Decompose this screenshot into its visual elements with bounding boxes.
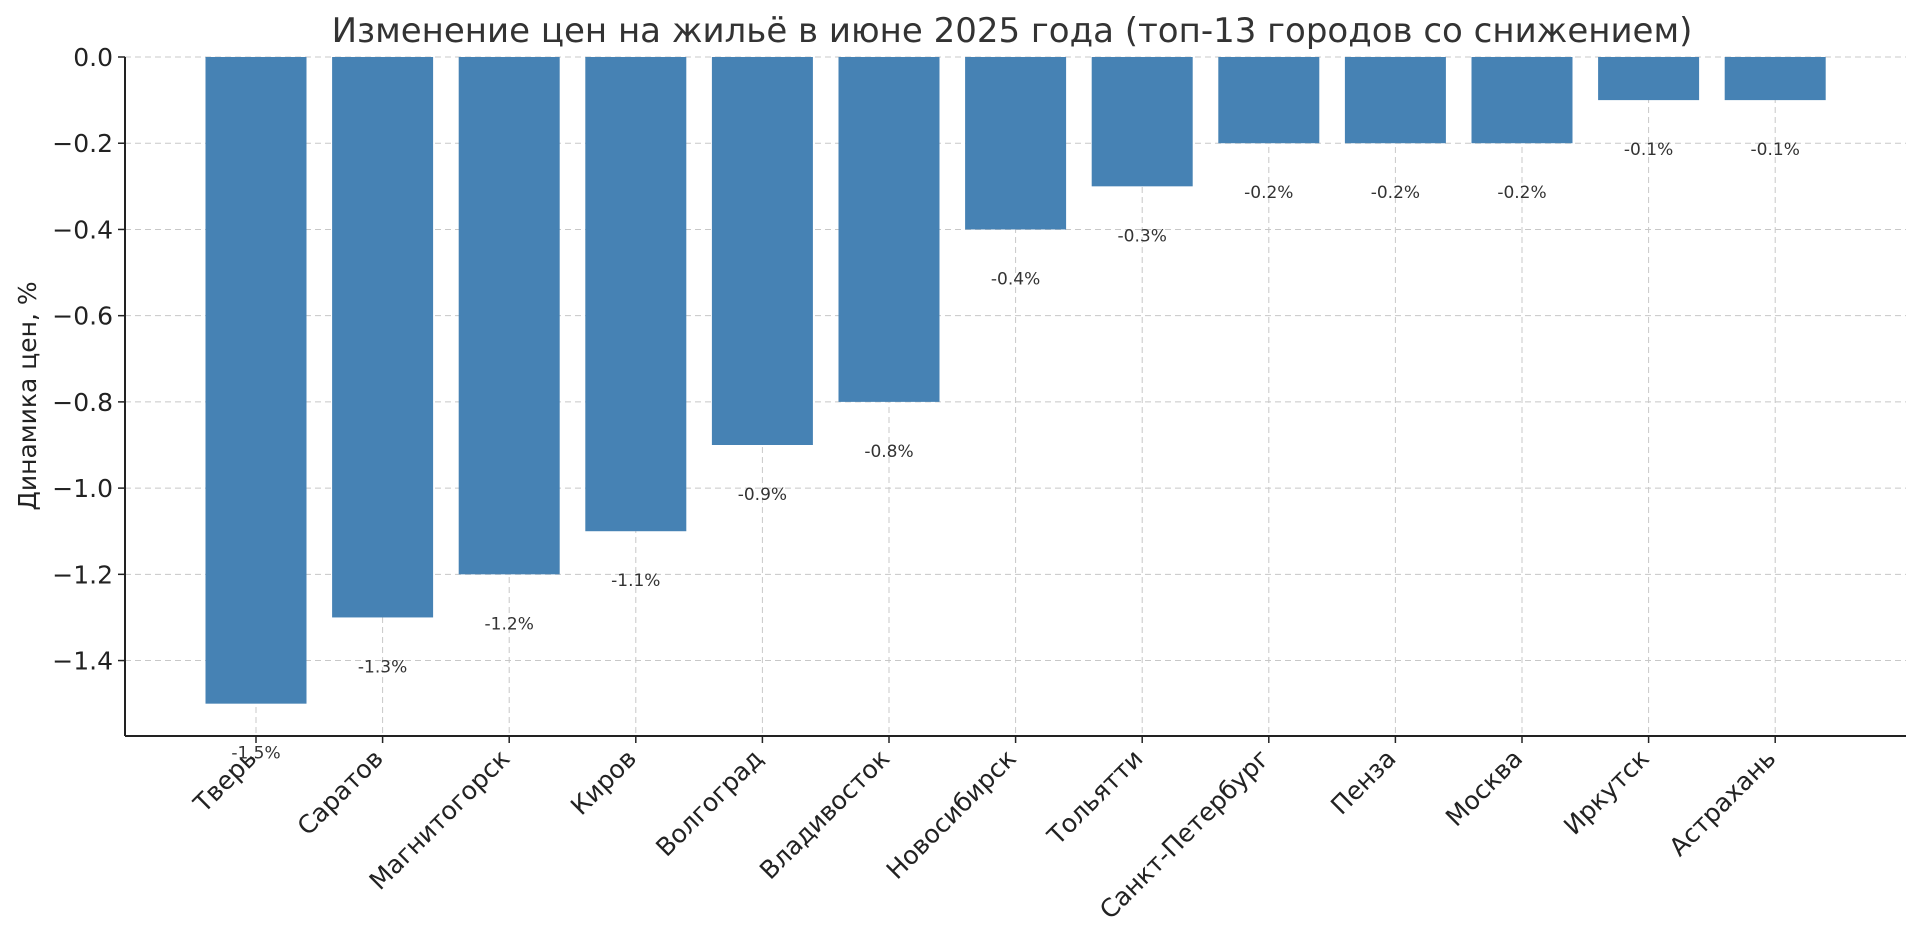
bar xyxy=(711,57,813,445)
data-label: -0.3% xyxy=(1118,226,1167,246)
bar xyxy=(458,57,560,575)
y-tick-label: −1.2 xyxy=(52,560,113,589)
x-tick-label: Саратов xyxy=(292,744,389,841)
data-label: -0.2% xyxy=(1244,183,1293,203)
bars-layer xyxy=(205,57,1826,704)
x-tick-label: Тольятти xyxy=(1041,744,1148,851)
bar xyxy=(1598,57,1700,101)
bar xyxy=(585,57,687,532)
x-tick-label: Новосибирск xyxy=(881,744,1022,885)
y-tick-label: −1.4 xyxy=(52,647,113,676)
x-tick-label: Тверь xyxy=(187,744,262,819)
bar xyxy=(1471,57,1573,144)
data-label: -1.3% xyxy=(358,657,407,677)
bar xyxy=(1344,57,1446,144)
data-labels-layer: -1.5% -1.3% -1.2% -1.1% -0.9% -0.8% -0.4% -0.3%… xyxy=(231,140,1800,764)
y-tick-label: −0.4 xyxy=(52,215,113,244)
y-tick-label: −0.6 xyxy=(52,302,113,331)
y-axis-label: Динамика цен, % xyxy=(13,281,42,510)
y-tick-label: 0.0 xyxy=(73,43,113,72)
y-ticks-layer: 0.0 −0.2 −0.4 −0.6 −0.8 −1.0 −1.2 −1.4 xyxy=(52,43,125,676)
chart-title: Изменение цен на жильё в июне 2025 года … xyxy=(332,11,1693,51)
x-tick-label: Иркутск xyxy=(1558,744,1655,841)
data-label: -1.2% xyxy=(485,614,534,634)
x-tick-label: Пенза xyxy=(1325,744,1401,820)
bar xyxy=(965,57,1067,230)
bar xyxy=(1091,57,1193,187)
data-label: -0.9% xyxy=(738,485,787,505)
bar xyxy=(838,57,940,402)
x-tick-label: Владивосток xyxy=(754,744,895,885)
data-label: -0.1% xyxy=(1624,140,1673,160)
x-tick-label: Астрахань xyxy=(1663,744,1781,862)
data-label: -1.1% xyxy=(611,571,660,591)
bar xyxy=(1724,57,1826,101)
bar xyxy=(332,57,434,618)
data-label: -0.1% xyxy=(1751,140,1800,160)
data-label: -0.4% xyxy=(991,269,1040,289)
data-label: -0.8% xyxy=(864,442,913,462)
x-tick-label: Москва xyxy=(1440,744,1528,832)
bar xyxy=(205,57,307,704)
data-label: -0.2% xyxy=(1371,183,1420,203)
y-tick-label: −0.2 xyxy=(52,129,113,158)
bar xyxy=(1218,57,1320,144)
data-label: -1.5% xyxy=(231,744,280,764)
y-tick-label: −1.0 xyxy=(52,474,113,503)
x-tick-label: Киров xyxy=(565,744,642,821)
x-tick-label: Волгоград xyxy=(650,744,768,862)
y-tick-label: −0.8 xyxy=(52,388,113,417)
data-label: -0.2% xyxy=(1497,183,1546,203)
